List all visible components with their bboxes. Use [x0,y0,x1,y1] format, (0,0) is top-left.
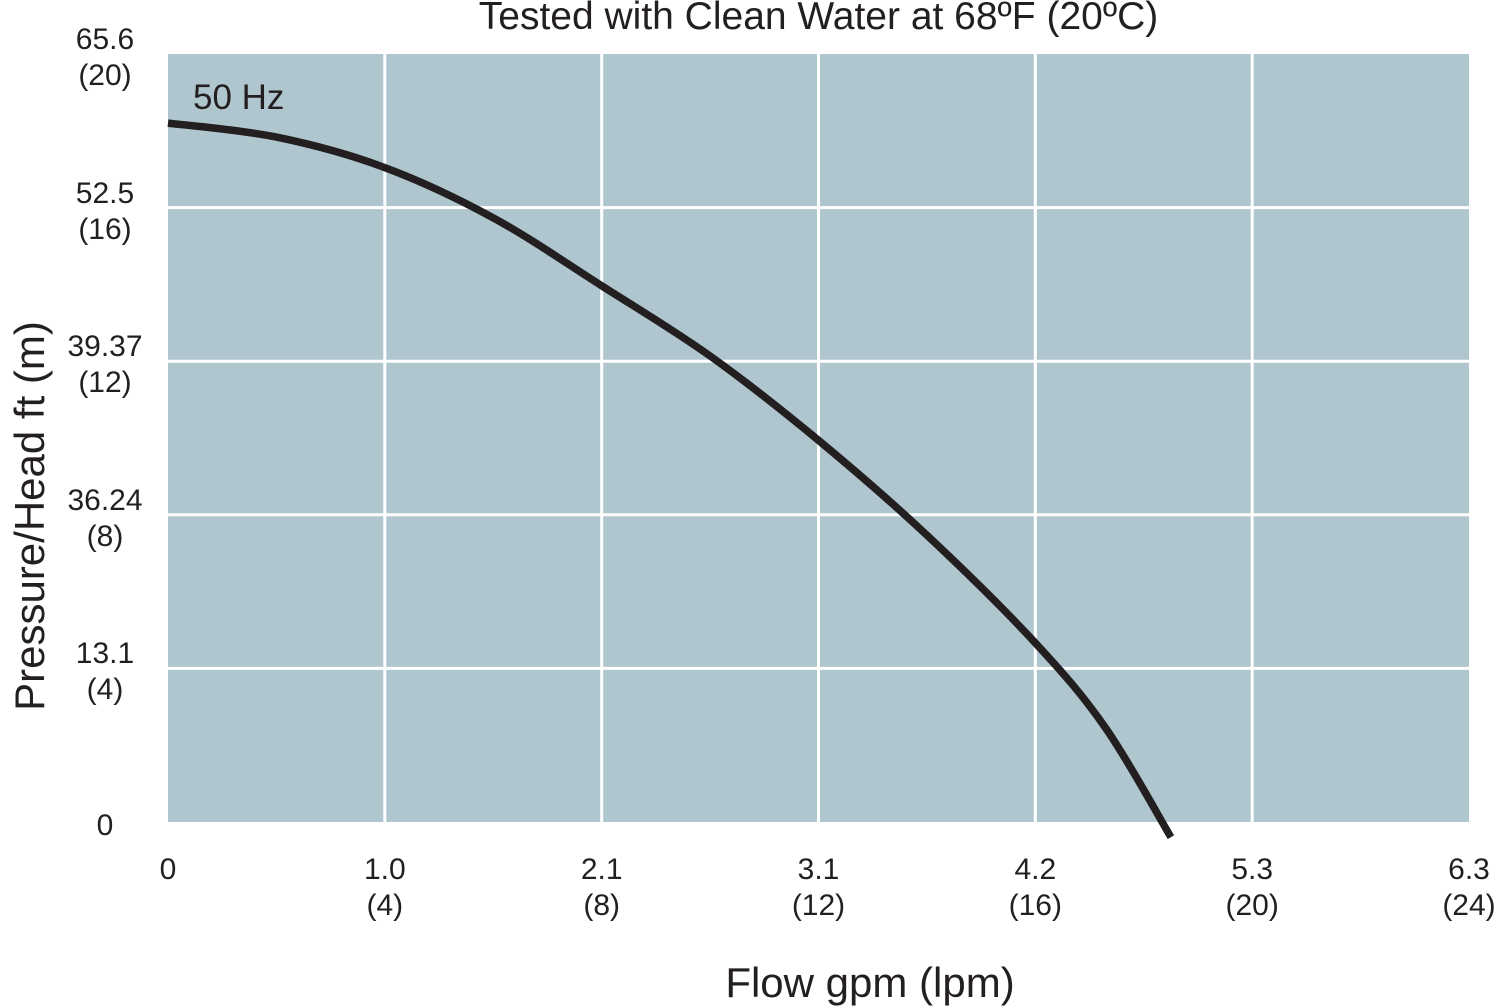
x-tick-gpm-value: 6.3 [1448,853,1490,886]
y-tick-label-39.37: 39.37 (12) [30,329,180,401]
y-tick-m-value: (12) [78,366,132,400]
x-tick-lpm-value: (16) [1008,889,1062,922]
x-axis-title: Flow gpm (lpm) [725,959,1015,1006]
y-tick-ft-value: 0 [96,809,114,842]
x-tick-label-6.3: 6.3 (24) [1394,852,1500,924]
series-label-50hz: 50 Hz [193,78,285,117]
y-tick-label-36.24: 36.24 (8) [30,483,180,555]
plot-area: 50 Hz [167,54,1469,840]
y-tick-m-value: (4) [86,673,124,707]
x-tick-lpm-value: (24) [1442,889,1496,922]
y-tick-m-value: (8) [86,519,124,553]
x-tick-label-5.3: 5.3 (20) [1177,852,1327,924]
x-tick-label-1.0: 1.0 (4) [310,852,460,924]
y-tick-ft-value: 65.6 [75,23,135,56]
y-tick-ft-value: 39.37 [67,330,143,364]
y-tick-ft-value: 36.24 [67,483,143,517]
x-tick-gpm-value: 4.2 [1014,853,1057,886]
x-tick-label-2.1: 2.1 (8) [527,852,677,924]
x-tick-gpm-value: 1.0 [363,853,406,886]
pump-curve-50hz [167,119,1175,840]
x-tick-gpm-value: 3.1 [797,853,840,886]
y-tick-ft-value: 13.1 [75,637,135,671]
x-tick-gpm-value: 2.1 [580,853,623,886]
x-tick-lpm-value: (20) [1225,889,1279,922]
x-tick-lpm-value: (8) [583,889,621,922]
x-tick-label-4.2: 4.2 (16) [960,852,1110,924]
curve-plot-svg [167,54,1469,840]
x-tick-gpm-value: 0 [159,853,177,886]
y-tick-label-0: 0 [30,808,180,844]
x-tick-gpm-value: 5.3 [1231,853,1274,886]
chart-title: Tested with Clean Water at 68ºF (20ºC) [478,0,1159,38]
y-tick-m-value: (20) [78,59,132,92]
y-tick-label-65.6: 65.6 (20) [30,22,180,94]
x-tick-lpm-value: (12) [791,889,846,922]
x-tick-label-3.1: 3.1 (12) [744,852,894,924]
y-tick-m-value: (16) [78,212,132,246]
y-tick-ft-value: 52.5 [75,176,135,210]
x-tick-lpm-value: (4) [366,889,404,922]
y-tick-label-52.5: 52.5 (16) [30,176,180,248]
y-tick-label-13.1: 13.1 (4) [30,636,180,708]
x-tick-label-0: 0 [93,852,243,888]
